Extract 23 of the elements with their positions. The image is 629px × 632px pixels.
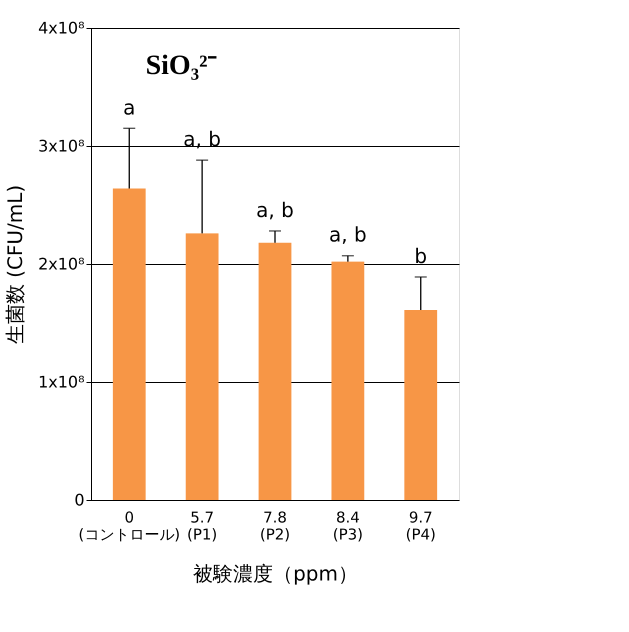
annotation: b [414,244,428,268]
y-tick-label: 3x10⁸ [38,136,84,156]
bar [404,310,438,500]
bar [331,262,364,500]
bar [186,233,219,500]
bar [258,242,292,500]
annotation: a [123,95,136,120]
bar [112,188,146,500]
x-axis-title: 被験濃度（ppm） [193,562,358,586]
x-tick-label: 0 (コントロール) [78,508,180,544]
annotation: a, b [183,127,221,152]
y-tick-label: 2x10⁸ [38,254,84,274]
x-tick-label: 9.7 (P4) [406,508,436,544]
annotation: a, b [256,198,294,222]
text: SiO₃²⁻ [146,50,216,81]
y-tick-label: 0 [74,490,84,510]
x-tick-label: 8.4 (P3) [332,508,364,544]
x-tick-label: 5.7 (P1) [186,508,218,544]
x-tick-label: 7.8 (P2) [260,508,290,544]
annotation: a, b [329,222,367,247]
y-axis-title: 生菌数 (CFU/mL) [3,184,28,344]
y-tick-label: 1x10⁸ [38,372,84,392]
y-tick-label: 4x10⁸ [38,18,84,38]
